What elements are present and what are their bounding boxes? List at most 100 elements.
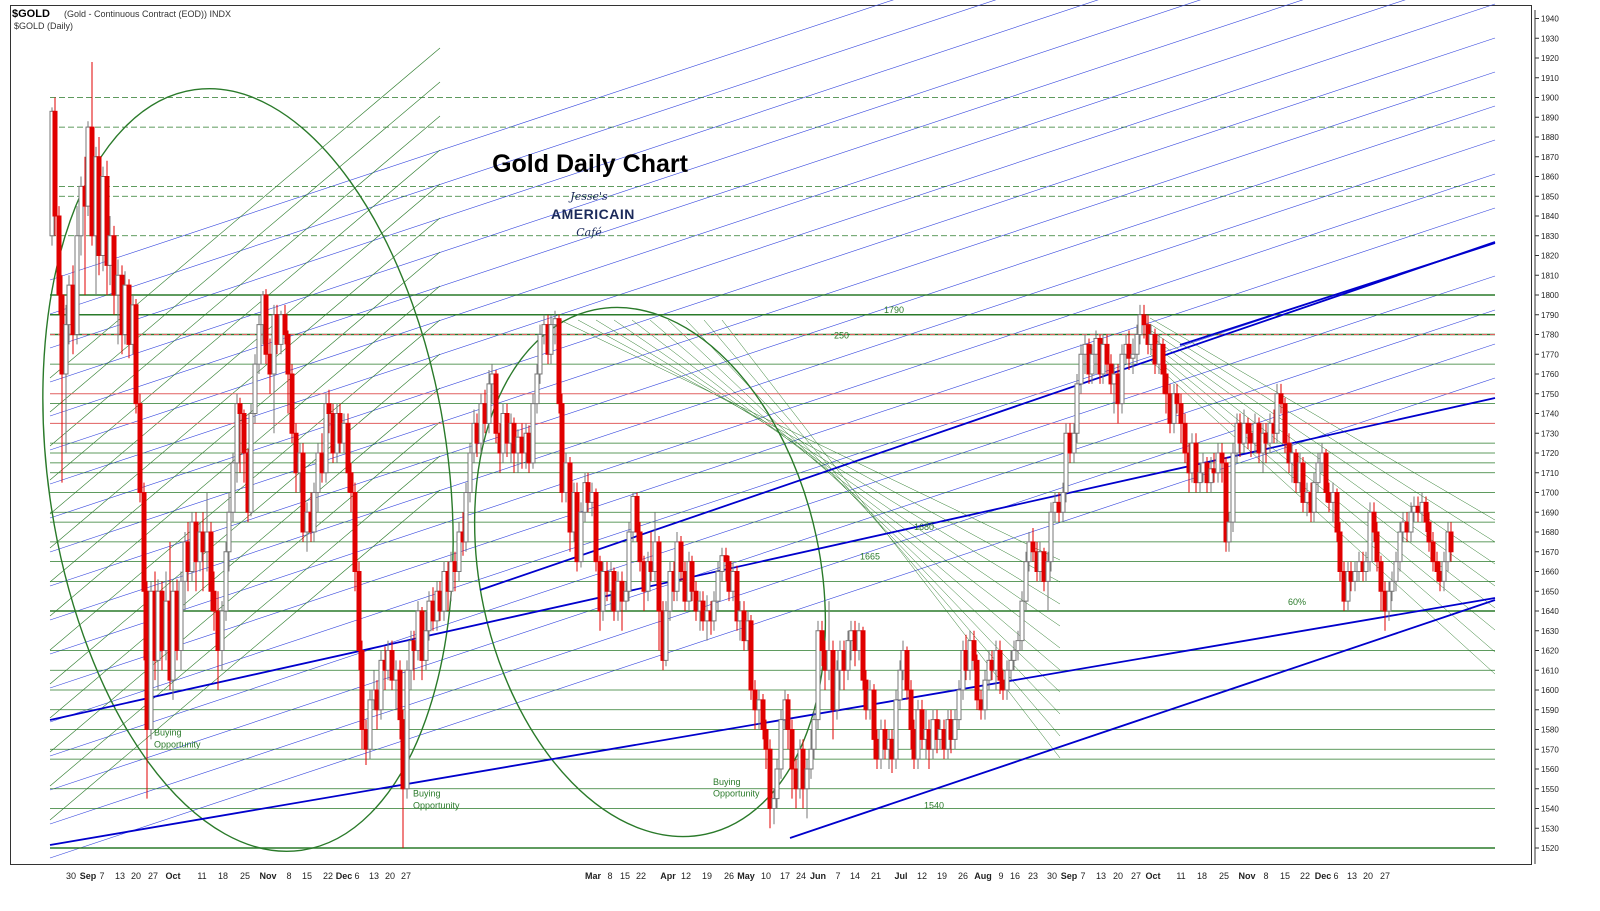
candle — [215, 591, 221, 690]
x-tick-label: Mar — [585, 871, 602, 881]
candle — [448, 551, 454, 602]
x-tick-label: 27 — [1131, 871, 1141, 881]
candle — [630, 492, 636, 542]
candle — [1215, 443, 1221, 483]
candle-body — [1274, 393, 1280, 434]
candle — [1337, 522, 1343, 582]
candle-body — [623, 590, 629, 602]
candle-body — [66, 284, 72, 326]
candle-body — [926, 729, 932, 750]
candle-body — [526, 432, 532, 464]
candle — [767, 739, 773, 829]
candle-body — [1248, 432, 1254, 444]
candle-body — [1434, 561, 1440, 572]
candle-body — [170, 590, 176, 681]
candle-body — [748, 620, 754, 691]
candle-body — [208, 531, 214, 592]
candle-body — [1215, 452, 1221, 474]
candle — [1330, 482, 1336, 523]
x-tick-label: 8 — [607, 871, 612, 881]
candle-body — [348, 472, 354, 493]
candle-body — [800, 748, 806, 790]
candle-body — [345, 422, 351, 474]
candle — [878, 719, 884, 769]
y-tick-label: 1810 — [1541, 271, 1559, 280]
fan-line — [49, 183, 441, 515]
candle — [982, 670, 988, 720]
candle-body — [1219, 452, 1225, 464]
candle-body — [141, 492, 147, 592]
candle-body — [948, 719, 954, 740]
fan-line — [685, 319, 1061, 715]
candle-body — [734, 571, 740, 622]
cycle-arc-2 — [473, 306, 827, 838]
candle — [1441, 551, 1447, 592]
candle-body — [567, 462, 573, 533]
candle — [667, 561, 673, 621]
candle — [59, 275, 65, 483]
candle-body — [1448, 531, 1454, 553]
x-tick-label: 20 — [131, 871, 141, 881]
y-tick-label: 1550 — [1541, 785, 1559, 794]
candle-body — [856, 630, 862, 651]
candle-body — [1111, 373, 1117, 385]
candle — [860, 626, 866, 690]
candle — [178, 571, 184, 671]
candle-body — [1437, 571, 1443, 582]
y-tick-label: 1620 — [1541, 647, 1559, 656]
candle-body — [1104, 343, 1110, 365]
candle — [1078, 344, 1084, 394]
candle-body — [1148, 334, 1154, 345]
x-tick-label: 18 — [1197, 871, 1207, 881]
candle-body — [956, 689, 962, 721]
candle — [726, 555, 732, 602]
chart-annotation: Buying — [713, 777, 741, 787]
x-tick-label: 8 — [286, 871, 291, 881]
candle — [567, 456, 573, 552]
candle-body — [967, 640, 973, 671]
candle — [674, 532, 680, 602]
candle — [1426, 512, 1432, 552]
candle — [1448, 522, 1454, 562]
candle-body — [1237, 422, 1243, 444]
candle-body — [1348, 571, 1354, 582]
fan-line — [577, 319, 1061, 583]
candle — [100, 166, 106, 272]
candle-body — [463, 492, 469, 543]
candle-body — [1082, 343, 1088, 355]
candle-body — [774, 768, 780, 800]
candle — [1178, 393, 1184, 444]
x-tick-label: 9 — [998, 871, 1003, 881]
candle-body — [219, 610, 225, 651]
fan-line — [49, 0, 1304, 417]
candle — [1393, 551, 1399, 592]
candle — [500, 403, 506, 463]
candle-body — [1293, 452, 1299, 484]
candle — [511, 417, 517, 473]
candle-body — [815, 630, 821, 721]
candle — [1311, 472, 1317, 523]
candle-body — [719, 555, 725, 573]
fan-line — [667, 319, 1061, 693]
trend-line-blue — [789, 599, 1496, 839]
candle — [1019, 591, 1025, 651]
candle — [174, 579, 180, 661]
x-tick-label: 27 — [148, 871, 158, 881]
candle-body — [619, 580, 625, 602]
x-tick-label: 26 — [724, 871, 734, 881]
fan-line — [49, 37, 1496, 519]
candle-body — [630, 495, 636, 533]
candle-body — [563, 462, 569, 493]
candle — [248, 403, 254, 517]
annotations: Buying Opportunity Buying Opportunity Buying… — [154, 305, 1306, 811]
candle-body — [1341, 571, 1347, 602]
candle-body — [500, 413, 506, 454]
candle-body — [1371, 511, 1377, 533]
candle-body — [515, 436, 521, 454]
x-tick-label: 8 — [1263, 871, 1268, 881]
candle — [323, 393, 329, 483]
y-tick-label: 1880 — [1541, 133, 1559, 142]
candle — [1115, 364, 1121, 424]
candle — [1130, 338, 1136, 374]
x-tick-label: 19 — [937, 871, 947, 881]
